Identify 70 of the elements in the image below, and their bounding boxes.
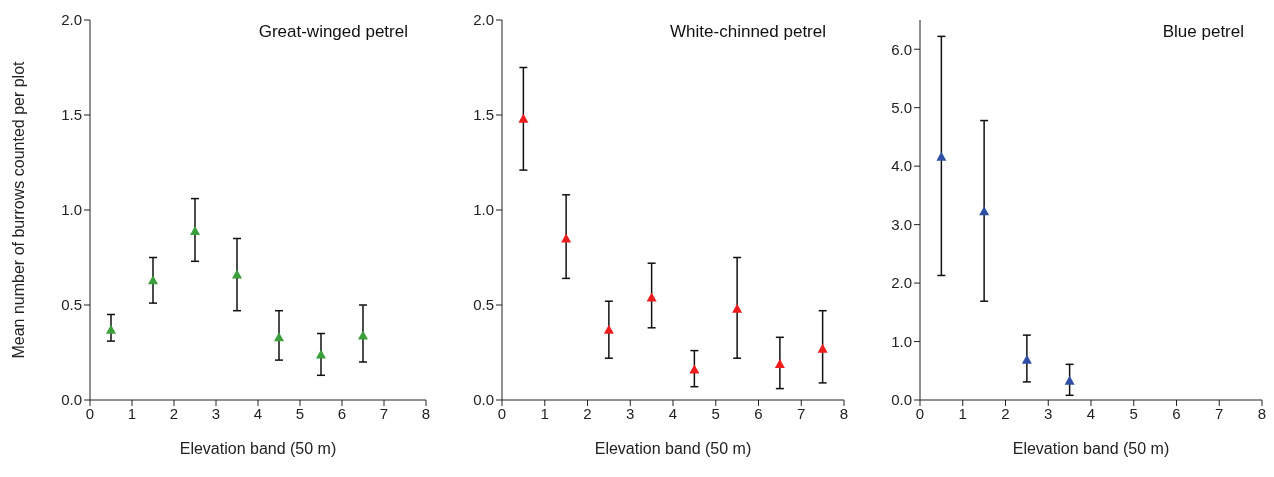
point — [190, 225, 200, 235]
x-tick-label: 1 — [540, 404, 549, 422]
chart-title: Blue petrel — [1162, 22, 1244, 42]
x-tick-label: 0 — [497, 404, 507, 422]
x-tick-label: 0 — [85, 404, 95, 422]
x-tick-label: 3 — [211, 404, 221, 422]
y-tick-label: 0.0 — [61, 391, 82, 409]
point — [1021, 354, 1032, 364]
x-tick-label: 7 — [797, 404, 806, 422]
point — [274, 332, 284, 342]
chart-title: White-chinned petrel — [670, 22, 826, 42]
y-tick-label: 2.0 — [473, 11, 494, 29]
x-tick-label: 6 — [1172, 404, 1181, 422]
y-tick-label: 0.0 — [891, 391, 912, 409]
point — [689, 364, 700, 374]
x-tick-label: 1 — [127, 404, 137, 422]
x-tick-label: 3 — [1044, 404, 1053, 422]
x-tick-label: 6 — [337, 404, 347, 422]
x-tick-label: 2 — [1001, 404, 1010, 422]
point — [646, 292, 657, 302]
chart-title: Great-winged petrel — [258, 22, 408, 42]
x-tick-label: 4 — [668, 404, 678, 422]
y-tick-label: 1.5 — [61, 106, 82, 124]
x-tick-label: 6 — [754, 404, 763, 422]
y-tick-label: 1.0 — [61, 201, 82, 219]
point — [774, 358, 785, 368]
x-tick-label: 8 — [1257, 404, 1267, 422]
y-tick-label: 5.0 — [891, 99, 912, 117]
y-tick-label: 3.0 — [891, 215, 912, 233]
y-tick-label: 2.0 — [891, 274, 912, 292]
x-tick-label: 1 — [958, 404, 967, 422]
y-tick-label: 0.5 — [473, 296, 494, 314]
point — [232, 269, 242, 279]
point — [1064, 375, 1075, 385]
y-tick-label: 2.0 — [61, 11, 82, 29]
y-tick-label: 1.5 — [473, 106, 494, 124]
y-axis-title: Mean number of burrows counted per plot — [9, 60, 27, 359]
x-tick-label: 0 — [915, 404, 925, 422]
x-tick-label: 5 — [1129, 404, 1138, 422]
x-tick-label: 2 — [169, 404, 179, 422]
x-tick-label: 5 — [295, 404, 305, 422]
y-tick-label: 4.0 — [891, 157, 912, 175]
point — [106, 324, 116, 334]
x-tick-label: 5 — [711, 404, 720, 422]
x-tick-label: 2 — [583, 404, 592, 422]
point — [358, 330, 368, 340]
point — [316, 349, 326, 359]
point — [148, 275, 158, 285]
point — [936, 151, 947, 161]
point — [518, 113, 529, 123]
x-axis-title: Elevation band (50 m) — [594, 440, 752, 457]
y-tick-label: 0.0 — [473, 391, 494, 409]
y-tick-label: 0.5 — [61, 296, 82, 314]
y-tick-label: 6.0 — [891, 40, 912, 58]
point — [817, 343, 828, 353]
x-axis-title: Elevation band (50 m) — [1012, 440, 1170, 457]
point — [979, 206, 990, 216]
x-tick-label: 4 — [253, 404, 263, 422]
x-tick-label: 7 — [379, 404, 389, 422]
x-tick-label: 7 — [1215, 404, 1224, 422]
y-tick-label: 1.0 — [473, 201, 494, 219]
x-tick-label: 8 — [421, 404, 431, 422]
y-tick-label: 1.0 — [891, 332, 912, 350]
x-tick-label: 8 — [839, 404, 849, 422]
point — [603, 324, 614, 334]
point — [561, 233, 572, 243]
x-tick-label: 4 — [1086, 404, 1096, 422]
x-axis-title: Elevation band (50 m) — [179, 440, 337, 457]
x-tick-label: 3 — [626, 404, 635, 422]
point — [732, 303, 743, 313]
